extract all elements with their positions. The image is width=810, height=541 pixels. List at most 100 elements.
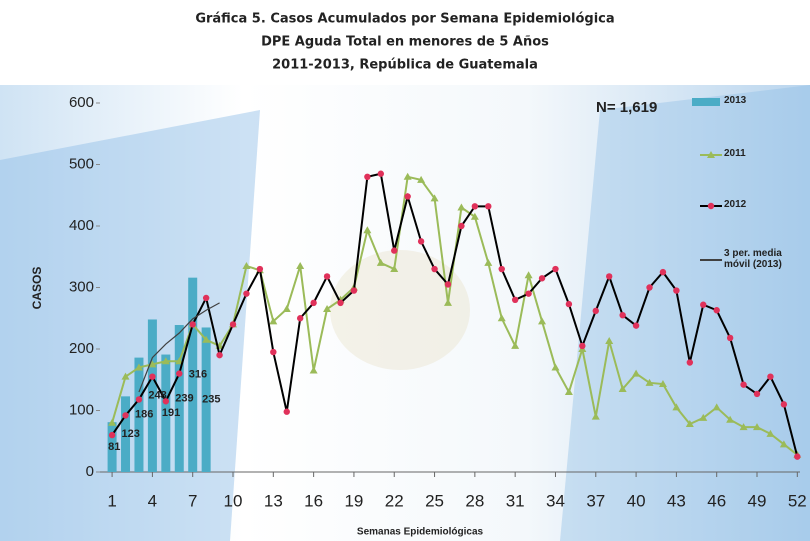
x-tick-label: 4 <box>148 491 157 510</box>
x-tick-label: 28 <box>465 491 484 510</box>
point <box>364 174 370 180</box>
point <box>216 352 222 358</box>
y-tick-label: 600 <box>69 94 94 111</box>
point <box>378 171 384 177</box>
point <box>754 391 760 397</box>
y-tick-label: 400 <box>69 217 94 234</box>
point <box>404 193 410 199</box>
point <box>646 284 652 290</box>
point <box>284 409 290 415</box>
point <box>109 432 115 438</box>
point <box>190 321 196 327</box>
point <box>606 273 612 279</box>
legend-swatch <box>692 98 720 106</box>
point <box>579 343 585 349</box>
point <box>673 287 679 293</box>
point <box>257 266 263 272</box>
data-label: 191 <box>162 407 180 419</box>
point <box>391 247 397 253</box>
point <box>445 281 451 287</box>
point <box>767 373 773 379</box>
legend-label: 2013 <box>724 95 799 106</box>
x-tick-label: 7 <box>188 491 197 510</box>
chart-title: Gráfica 5. Casos Acumulados por Semana E… <box>195 12 614 27</box>
point <box>619 312 625 318</box>
data-label: 123 <box>122 428 140 440</box>
point <box>176 370 182 376</box>
x-tick-label: 49 <box>748 491 767 510</box>
flag-band <box>0 110 260 541</box>
y-tick-label: 0 <box>86 463 94 480</box>
x-tick-label: 40 <box>627 491 646 510</box>
point <box>485 203 491 209</box>
data-label: 239 <box>175 392 193 404</box>
x-tick-label: 1 <box>107 491 116 510</box>
data-label: 235 <box>202 394 220 406</box>
data-label: 81 <box>108 441 120 453</box>
point <box>633 322 639 328</box>
chart-subtitle: 2011-2013, República de Guatemala <box>272 58 538 73</box>
x-tick-label: 46 <box>707 491 726 510</box>
data-label: 316 <box>189 369 207 381</box>
legend-label: 3 per. media móvil (2013) <box>724 248 799 270</box>
x-tick-label: 25 <box>425 491 444 510</box>
emblem <box>330 250 470 370</box>
point <box>660 269 666 275</box>
point <box>713 307 719 313</box>
point <box>310 300 316 306</box>
point <box>337 300 343 306</box>
point <box>552 266 558 272</box>
data-label: 248 <box>148 390 166 402</box>
point <box>781 401 787 407</box>
point <box>539 275 545 281</box>
point <box>525 290 531 296</box>
point <box>243 290 249 296</box>
x-tick-label: 22 <box>385 491 404 510</box>
point <box>512 297 518 303</box>
chart: Gráfica 5. Casos Acumulados por Semana E… <box>0 0 810 541</box>
y-tick-label: 100 <box>69 401 94 418</box>
chart-page: Gráfica 5. Casos Acumulados por Semana E… <box>0 0 810 541</box>
point <box>499 266 505 272</box>
point <box>566 301 572 307</box>
x-axis-label: Semanas Epidemiológicas <box>357 527 484 538</box>
point <box>122 412 128 418</box>
point <box>418 238 424 244</box>
x-tick-label: 13 <box>264 491 283 510</box>
y-tick-label: 200 <box>69 340 94 357</box>
x-tick-label: 34 <box>546 491 565 510</box>
x-tick-label: 43 <box>667 491 686 510</box>
y-tick-label: 300 <box>69 278 94 295</box>
legend-label: 2011 <box>724 148 799 159</box>
point <box>297 315 303 321</box>
x-tick-label: 10 <box>224 491 243 510</box>
point <box>431 266 437 272</box>
point <box>149 373 155 379</box>
x-tick-label: 16 <box>304 491 323 510</box>
point <box>472 203 478 209</box>
chart-subtitle: DPE Aguda Total en menores de 5 Años <box>261 35 549 50</box>
point <box>458 223 464 229</box>
legend-marker <box>708 203 714 209</box>
x-tick-label: 52 <box>788 491 807 510</box>
point <box>230 321 236 327</box>
point <box>794 453 800 459</box>
point <box>270 349 276 355</box>
point <box>740 381 746 387</box>
y-tick-label: 500 <box>69 155 94 172</box>
x-tick-label: 19 <box>344 491 363 510</box>
x-tick-label: 31 <box>506 491 525 510</box>
point <box>351 287 357 293</box>
legend-label: 2012 <box>724 199 799 210</box>
point <box>203 295 209 301</box>
data-label: 186 <box>135 409 153 421</box>
annotation: N= 1,619 <box>596 99 657 116</box>
point <box>324 273 330 279</box>
y-axis-label: CASOS <box>30 267 44 310</box>
point <box>593 308 599 314</box>
point <box>687 359 693 365</box>
point <box>136 396 142 402</box>
point <box>727 335 733 341</box>
x-tick-label: 37 <box>586 491 605 510</box>
point <box>700 302 706 308</box>
